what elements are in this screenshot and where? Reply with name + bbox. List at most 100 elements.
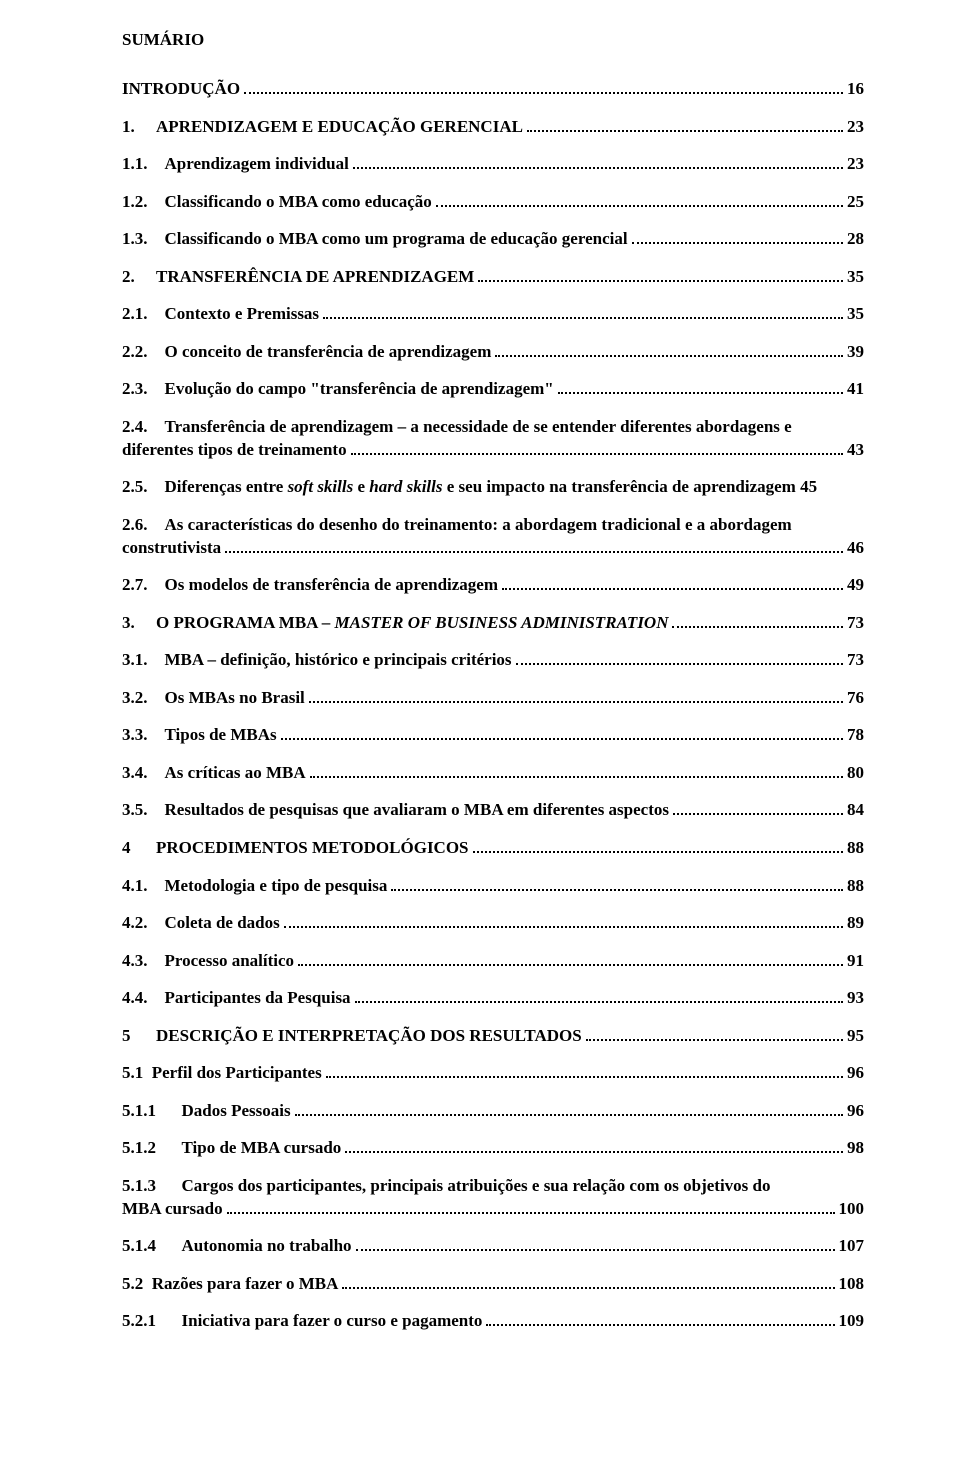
toc-entry: 5.1.1 Dados Pessoais 96	[122, 1100, 864, 1123]
toc-entry: 5.1 Perfil dos Participantes 96	[122, 1062, 864, 1085]
toc-entry-text: construtivista	[122, 537, 221, 560]
toc-leader-dots	[516, 650, 843, 665]
toc-entry-label: 2.1.	[122, 303, 148, 326]
toc-leader-dots	[478, 266, 843, 281]
toc-entry-label: 2.3.	[122, 378, 148, 401]
toc-entry-label: 1.3.	[122, 228, 148, 251]
toc-leader-dots	[225, 537, 843, 552]
toc-entry-page: 25	[847, 191, 864, 214]
toc-entry-text: INTRODUÇÃO	[122, 78, 240, 101]
toc-entry-page: 73	[847, 649, 864, 672]
toc-entry: 5 DESCRIÇÃO E INTERPRETAÇÃO DOS RESULTAD…	[122, 1025, 864, 1048]
toc-entry-text: Transferência de aprendizagem – a necess…	[165, 416, 792, 439]
toc-entry-label: 5.1.1	[122, 1100, 156, 1123]
toc-entry: 2.3. Evolução do campo "transferência de…	[122, 378, 864, 401]
toc-entry-text: PROCEDIMENTOS METODOLÓGICOS	[156, 837, 469, 860]
toc-entry: 1.2. Classificando o MBA como educação 2…	[122, 191, 864, 214]
toc-leader-dots	[244, 79, 843, 94]
toc-entry-page: 35	[847, 266, 864, 289]
toc-entry-label: 2.	[122, 266, 135, 289]
toc-entry-page: 88	[847, 875, 864, 898]
toc-leader-dots	[284, 913, 843, 928]
toc-entry: 3. O PROGRAMA MBA – MASTER OF BUSINESS A…	[122, 612, 864, 635]
toc-entry-text: DESCRIÇÃO E INTERPRETAÇÃO DOS RESULTADOS	[156, 1025, 582, 1048]
toc-entry-text: Processo analítico	[165, 950, 295, 973]
toc-entry-text: Os MBAs no Brasil	[165, 687, 305, 710]
toc-entry-page: 78	[847, 724, 864, 747]
toc-entry-page: 89	[847, 912, 864, 935]
toc-leader-dots	[673, 800, 843, 815]
toc-entry-page: 23	[847, 153, 864, 176]
toc-entry: 3.2. Os MBAs no Brasil 76	[122, 687, 864, 710]
toc-entry-page: 73	[847, 612, 864, 635]
toc-entry-page: 95	[847, 1025, 864, 1048]
toc-entry-text: Classificando o MBA como um programa de …	[165, 228, 628, 251]
toc-entry-text: MBA cursado	[122, 1198, 223, 1221]
toc-entry-text: Cargos dos participantes, principais atr…	[182, 1175, 771, 1198]
toc-entry-label: 4.3.	[122, 950, 148, 973]
toc-leader-dots	[323, 304, 843, 319]
toc-entry-page: 96	[847, 1100, 864, 1123]
toc-entry-page: 49	[847, 574, 864, 597]
toc-entry-page: 80	[847, 762, 864, 785]
toc-entry-label: 4.1.	[122, 875, 148, 898]
toc-leader-dots	[310, 763, 843, 778]
toc-entry-text: Tipos de MBAs	[165, 724, 277, 747]
toc-entry-page: 96	[847, 1062, 864, 1085]
toc-entry: 3.1. MBA – definição, histórico e princi…	[122, 649, 864, 672]
toc-leader-dots	[353, 154, 843, 169]
toc-entry-label: 2.2.	[122, 341, 148, 364]
toc-entry: 5.2.1 Iniciativa para fazer o curso e pa…	[122, 1310, 864, 1333]
toc-leader-dots	[672, 612, 843, 627]
toc-leader-dots	[436, 191, 843, 206]
toc-entry: 5.1.4 Autonomia no trabalho 107	[122, 1235, 864, 1258]
toc-entry: 1.3. Classificando o MBA como um program…	[122, 228, 864, 251]
toc-entry: 2.1. Contexto e Premissas 35	[122, 303, 864, 326]
toc-entry-text: Os modelos de transferência de aprendiza…	[165, 574, 499, 597]
toc-leader-dots	[527, 116, 843, 131]
toc-entry: 4.3. Processo analítico 91	[122, 950, 864, 973]
toc-entry-page: 35	[847, 303, 864, 326]
toc-entry-label: 1.2.	[122, 191, 148, 214]
toc-entry-text: Dados Pessoais	[182, 1100, 291, 1123]
toc-entry-page: 93	[847, 987, 864, 1010]
toc-entry-label: 5.2.1	[122, 1310, 156, 1333]
toc-entry: 5.1.2 Tipo de MBA cursado 98	[122, 1137, 864, 1160]
toc-leader-dots	[632, 229, 843, 244]
toc-entry-text: As críticas ao MBA	[165, 762, 306, 785]
toc-entry-page: 100	[839, 1198, 865, 1221]
toc-leader-dots	[473, 838, 843, 853]
toc-entry-page: 45	[800, 477, 817, 496]
toc-entry: 2.4. Transferência de aprendizagem – a n…	[122, 416, 864, 462]
toc-entry-text: Evolução do campo "transferência de apre…	[165, 378, 554, 401]
toc-entry-label: 3.4.	[122, 762, 148, 785]
toc-entry-page: 108	[839, 1273, 865, 1296]
toc-entry: 4.4. Participantes da Pesquisa 93	[122, 987, 864, 1010]
toc-entry: INTRODUÇÃO 16	[122, 78, 864, 101]
toc-entry-label: 3.3.	[122, 724, 148, 747]
toc-leader-dots	[342, 1273, 834, 1288]
toc-entry-page: 28	[847, 228, 864, 251]
toc-entry-text: Resultados de pesquisas que avaliaram o …	[165, 799, 670, 822]
toc-leader-dots	[345, 1138, 843, 1153]
toc-entry-text: Contexto e Premissas	[165, 303, 320, 326]
toc-entry: 2.2. O conceito de transferência de apre…	[122, 341, 864, 364]
toc-entry: 4.1. Metodologia e tipo de pesquisa 88	[122, 875, 864, 898]
toc-entry: 4.2. Coleta de dados 89	[122, 912, 864, 935]
toc-entry-text: Participantes da Pesquisa	[165, 987, 351, 1010]
toc-entry-label: 5.1.4	[122, 1235, 156, 1258]
toc-leader-dots	[298, 950, 843, 965]
toc-leader-dots	[326, 1063, 843, 1078]
toc-leader-dots	[351, 439, 843, 454]
toc-entry-page: 91	[847, 950, 864, 973]
toc-entry: 1.1. Aprendizagem individual 23	[122, 153, 864, 176]
toc-entry-text: O PROGRAMA MBA – MASTER OF BUSINESS ADMI…	[156, 612, 668, 635]
toc-entry-page: 88	[847, 837, 864, 860]
toc-entry: 1. APRENDIZAGEM E EDUCAÇÃO GERENCIAL 23	[122, 116, 864, 139]
toc-entry-text: TRANSFERÊNCIA DE APRENDIZAGEM	[156, 266, 474, 289]
toc-entry-label: 2.7.	[122, 574, 148, 597]
toc-entry: 2.6. As características do desenho do tr…	[122, 514, 864, 560]
toc-leader-dots	[558, 379, 843, 394]
toc-entry-text: O conceito de transferência de aprendiza…	[165, 341, 492, 364]
toc-leader-dots	[586, 1025, 843, 1040]
